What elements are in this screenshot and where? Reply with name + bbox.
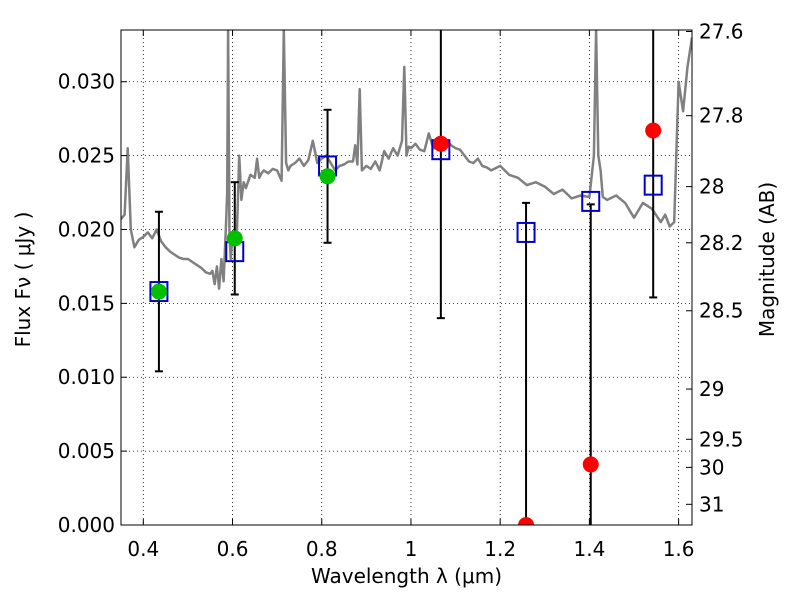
x-tick-label: 0.8 (306, 537, 338, 561)
model-point (149, 281, 169, 303)
right-tick-label: 28 (699, 175, 724, 199)
right-tick-label: 27.6 (699, 19, 744, 43)
x-tick-label: 1.2 (484, 537, 516, 561)
right-axis-label: Magnitude (AB) (755, 182, 779, 337)
model-point (581, 190, 601, 212)
detections-point (150, 283, 167, 300)
y-tick-label: 0.000 (58, 513, 115, 537)
plot-frame (120, 29, 693, 526)
x-tick-label: 1.6 (663, 537, 695, 561)
right-tick-label: 29 (699, 377, 724, 401)
series-layer (121, 30, 692, 525)
x-tick-label: 0.4 (127, 537, 159, 561)
non-detections-point (432, 135, 449, 152)
detections-point (319, 168, 336, 185)
grid (121, 30, 692, 526)
y-tick-label: 0.005 (58, 439, 115, 463)
plot-area (121, 30, 692, 525)
y-tick-label: 0.020 (58, 217, 115, 241)
axis-ticks: 0.4 0.6 0.8 1 1.2 1.4 1.6 0.000 0.005 0.010 0.015 0… (58, 19, 744, 561)
non-detections-point (582, 456, 599, 473)
model-point (643, 174, 663, 196)
y-tick-label: 0.030 (58, 70, 115, 94)
y-tick-label: 0.025 (58, 144, 115, 168)
detections-point (226, 230, 243, 247)
right-tick-label: 28.2 (699, 231, 744, 255)
y-tick-label: 0.010 (58, 365, 115, 389)
right-tick-label: 31 (699, 492, 724, 516)
right-tick-label: 27.8 (699, 104, 744, 128)
y-tick-label: 0.015 (58, 291, 115, 315)
x-tick-label: 1.4 (573, 537, 605, 561)
right-tick-label: 29.5 (699, 427, 744, 451)
y-axis-label: Flux Fν ( μJy ) (11, 212, 35, 348)
spectrum-line (121, 30, 692, 290)
x-tick-label: 1 (405, 537, 418, 561)
right-tick-label: 28.5 (699, 299, 744, 323)
right-tick-label: 30 (699, 455, 724, 479)
non-detections-point (645, 122, 662, 139)
model-point (516, 221, 536, 243)
x-tick-label: 0.6 (217, 537, 249, 561)
x-axis-label: Wavelength λ (μm) (311, 564, 502, 588)
non-detections-point (518, 517, 535, 525)
